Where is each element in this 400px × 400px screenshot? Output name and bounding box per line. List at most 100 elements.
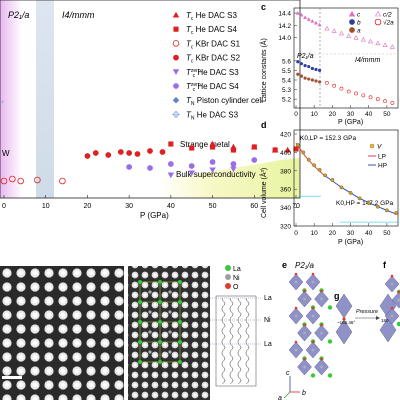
- crystal-f-ni-2-0: [390, 314, 394, 318]
- point-d-v-4: [317, 167, 322, 172]
- panel-d-k-lp: K0,LP = 152.3 GPa: [300, 135, 356, 142]
- stem-atom-la-2-0: [138, 320, 142, 324]
- point-c-s2-2: [303, 64, 307, 68]
- tick-label-d-y-4: 400: [280, 150, 291, 157]
- panel-g-angle1: ~165.46°: [337, 320, 355, 325]
- cyan-marker-lower-18: ×: [374, 219, 377, 224]
- crystal-e-o-0-1: [311, 272, 315, 276]
- tick-label-a-4: 40: [167, 203, 175, 210]
- point-c-s2-0: [296, 60, 300, 64]
- panel-c-frame: [293, 7, 399, 109]
- point-c-s3-2: [339, 86, 344, 91]
- legend-a-marker-6: [172, 97, 180, 104]
- point-c-s3-9: [390, 101, 395, 105]
- point-c-s4-6: [318, 80, 322, 84]
- cyan-marker-upper-8: ×: [311, 194, 314, 199]
- cyan-marker-lower-29: ×: [395, 219, 398, 224]
- point-c-s3-0: [325, 80, 329, 85]
- tick-label-c-x-3: 30: [347, 111, 355, 118]
- point-c-s1-8: [382, 42, 388, 47]
- la-atom-label: La: [233, 266, 241, 273]
- panel-e: e P2₁/a c b a: [278, 260, 333, 400]
- panel-a-dw-label: W: [2, 149, 10, 158]
- crystal-e-ni-5-1: [320, 365, 323, 369]
- point-a-s2-2: [0, 177, 8, 185]
- cyan-marker-upper-6: ×: [308, 194, 311, 199]
- stem-atom-ni-3-1: [168, 350, 172, 354]
- stem-label-mid: Ni: [264, 317, 271, 324]
- legend-c-label-3: √2a: [383, 19, 394, 27]
- crystal-e-o-2-1: [311, 306, 315, 310]
- cyan-marker-lower-17: ×: [372, 219, 375, 224]
- point-a-s1-3: [230, 147, 236, 153]
- tick-label-a-3: 30: [125, 203, 133, 210]
- la-atom-icon: [225, 265, 231, 271]
- point-c-s3-1: [332, 83, 337, 88]
- cyan-marker-upper-4: ×: [304, 194, 307, 199]
- cyan-marker-lower-28: ×: [393, 219, 396, 224]
- point-c-s2-5: [314, 67, 318, 72]
- stem-atom-la-1-2: [178, 300, 182, 304]
- legend-a-label-4: Tzero c He DAC S3: [186, 68, 239, 79]
- cyan-marker-lower-15: ×: [369, 219, 372, 224]
- stem-image-wide: [0, 266, 124, 400]
- tick-label-d-y-0: 320: [280, 224, 291, 231]
- crystal-e-o-3-0: [303, 323, 306, 327]
- legend-c-label-2: b: [357, 20, 361, 27]
- tick-label-c-y-3: 5.5: [282, 68, 291, 75]
- cyan-marker-lower-27: ×: [391, 219, 394, 224]
- cyan-marker-lower-9: ×: [357, 219, 360, 224]
- point-d-v-13: [394, 211, 398, 216]
- point-a-s5-0: [126, 164, 133, 170]
- panel-a-phase-left: P2₁/a: [8, 10, 29, 20]
- crystal-e-ni-4-1: [311, 348, 315, 352]
- profile-curve-1: [229, 297, 234, 385]
- panel-a-bg-purple: [0, 0, 22, 198]
- cyan-marker-upper-5: ×: [306, 194, 309, 199]
- crystal-e-ni-3-1: [320, 331, 323, 335]
- legend-c-marker-4: [349, 27, 355, 33]
- legend-c-marker-3: [374, 18, 382, 26]
- point-a-s3-2: [105, 152, 112, 158]
- crystal-f-la-2-0: [396, 321, 400, 327]
- point-c-s2-1: [299, 62, 304, 66]
- tick-label-c-x-2: 20: [329, 111, 337, 118]
- crystal-f-o-2-0: [390, 306, 394, 310]
- stem-overlay-atoms: [138, 280, 182, 364]
- panel-e-title: P2₁/a: [295, 261, 315, 270]
- crystal-e-la-3-1: [327, 339, 333, 344]
- tick-label-d-x-4: 40: [365, 230, 373, 237]
- cyan-marker-lower-24: ×: [386, 219, 389, 224]
- cyan-marker-lower-25: ×: [388, 219, 391, 224]
- panel-a-frame: [0, 0, 301, 199]
- stem-atom-la-0-0: [138, 280, 142, 284]
- crystal-e-o-1-0: [303, 289, 306, 293]
- point-c-s4-1: [299, 74, 304, 78]
- cyan-marker-lower-7: ×: [353, 219, 356, 224]
- panel-f-label: f: [383, 260, 387, 270]
- cyan-marker-upper-3: ×: [303, 194, 306, 199]
- panel-a-strange-metal: Strange metal: [180, 140, 230, 149]
- point-a-s3-0: [84, 153, 91, 159]
- crystal-e-ni-2-1: [311, 314, 315, 318]
- tick-label-d-y-3: 380: [280, 168, 291, 175]
- panel-d-xlabel: P (GPa): [338, 239, 363, 246]
- panel-c-label: c: [261, 2, 266, 12]
- tick-label-d-x-3: 30: [347, 230, 355, 237]
- point-a-s1-4: [251, 144, 257, 150]
- tick-label-c-y-0: 5.2: [282, 97, 291, 104]
- point-c-s1-3: [346, 33, 352, 38]
- legend-a-marker-3: [173, 54, 179, 61]
- legend-c-label-0: c: [357, 12, 361, 19]
- panel-c-yaxis: 5.2 5.3 5.4 5.5 5.6 14.0 14.2 14.4: [278, 11, 297, 104]
- crystal-f-o-1-0: [397, 290, 400, 294]
- crystal-e-ni-0-0: [294, 280, 298, 284]
- panel-c: c Lattice constants (Å) 5.2 5.3 5.4 5.5 5.6 1…: [259, 2, 399, 126]
- tick-label-d-y-5: 420: [280, 132, 291, 139]
- legend-c-label-4: a: [357, 28, 361, 35]
- point-c-s0-2: [303, 15, 308, 19]
- panel-a-xaxis: 0 10 20 30 40 50 60 70: [2, 195, 300, 210]
- cyan-marker-lower-20: ×: [378, 219, 381, 224]
- o-atom-icon: [225, 283, 231, 289]
- stem-atom-ni-0-1: [168, 290, 172, 294]
